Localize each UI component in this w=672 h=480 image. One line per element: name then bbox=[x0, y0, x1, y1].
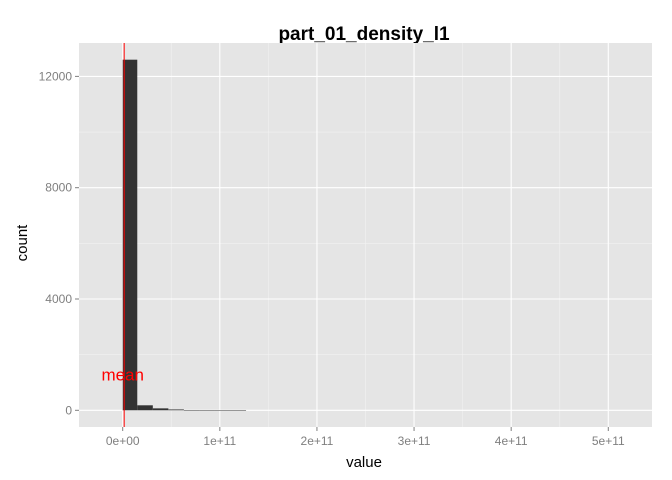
x-tick-label: 5e+11 bbox=[592, 434, 625, 448]
histogram-bar bbox=[137, 405, 153, 411]
x-axis-ticks: 0e+00 1e+11 2e+11 3e+11 4e+11 5e+11 bbox=[106, 427, 625, 448]
x-axis-label: value bbox=[346, 454, 382, 471]
minor-gridlines bbox=[79, 43, 652, 427]
mean-annotation: mean bbox=[101, 366, 144, 385]
histogram-bar bbox=[214, 410, 231, 411]
y-tick-label: 8000 bbox=[45, 181, 72, 195]
histogram-bar bbox=[230, 410, 247, 411]
histogram-bars bbox=[122, 59, 247, 411]
y-tick-label: 12000 bbox=[39, 69, 73, 83]
chart-title: part_01_density_l1 bbox=[278, 24, 450, 45]
histogram-bar bbox=[168, 409, 184, 411]
histogram-bar bbox=[122, 59, 138, 411]
y-tick-label: 0 bbox=[65, 403, 72, 417]
y-axis-ticks: 0 4000 8000 12000 bbox=[39, 69, 79, 417]
histogram-bar bbox=[183, 410, 200, 411]
x-tick-label: 4e+11 bbox=[495, 434, 528, 448]
x-tick-label: 2e+11 bbox=[301, 434, 334, 448]
x-tick-label: 1e+11 bbox=[203, 434, 236, 448]
histogram-bar bbox=[199, 410, 215, 411]
y-axis-label: count bbox=[14, 224, 31, 262]
x-tick-label: 3e+11 bbox=[398, 434, 431, 448]
x-tick-label: 0e+00 bbox=[106, 434, 140, 448]
y-tick-label: 4000 bbox=[45, 292, 72, 306]
histogram-bar bbox=[152, 408, 169, 411]
